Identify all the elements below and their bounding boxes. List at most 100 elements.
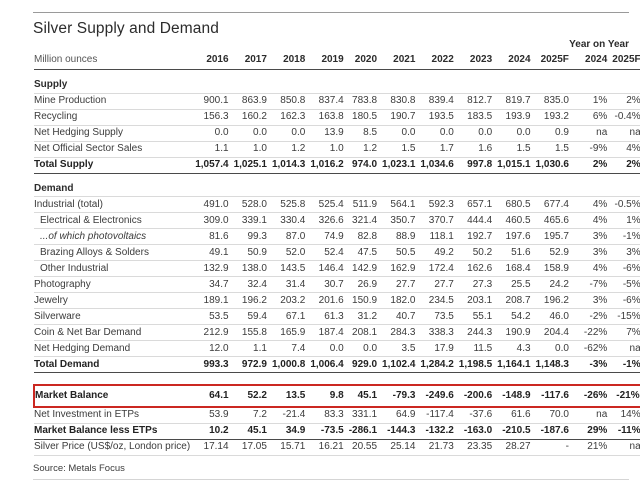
cell-value: 34.7 — [190, 276, 229, 293]
cell-value: 165.9 — [266, 324, 306, 341]
cell-value: 850.8 — [266, 93, 306, 110]
cell-value: 1.1 — [228, 340, 267, 357]
cell-value: -210.5 — [492, 422, 531, 440]
report-page: Silver Supply and Demand Year on Year Mi… — [0, 12, 640, 481]
cell-value: 196.2 — [530, 292, 569, 309]
cell-value: 1.0 — [228, 141, 267, 158]
table-row: Market Balance less ETPs 10.2 45.1 34.9 -73.… — [34, 422, 640, 440]
cell-value: 193.5 — [415, 109, 454, 126]
cell-value: 7.2 — [228, 406, 267, 424]
cell-value: 192.7 — [453, 228, 493, 245]
cell-value: -163.0 — [453, 422, 493, 440]
row-label: Photography — [34, 276, 191, 293]
cell-value: -73.5 — [305, 422, 344, 440]
table-row: Photography 34.7 32.4 31.4 30.7 26.9 27.7 27.7 2… — [34, 276, 640, 293]
cell-value: 203.1 — [453, 292, 493, 309]
cell-value: 32.4 — [228, 276, 267, 293]
cell-value: 0.0 — [305, 340, 344, 357]
cell-value: 156.3 — [190, 109, 229, 126]
cell-value: 50.2 — [453, 244, 493, 261]
cell-value: 197.6 — [492, 228, 531, 245]
cell-value: 163.8 — [305, 109, 344, 126]
column-header: 2019 — [305, 52, 344, 70]
table-row — [34, 373, 640, 386]
cell-value: 1,023.1 — [377, 156, 416, 174]
cell-value: 993.3 — [190, 356, 229, 373]
cell-value: 51.6 — [492, 244, 531, 261]
cell-value: 1,102.4 — [377, 356, 416, 373]
cell-value: 929.0 — [343, 356, 378, 373]
cell-value: 99.3 — [228, 228, 267, 245]
table-row: Net Hedging Demand 12.0 1.1 7.4 0.0 0.0 3.5 17.… — [34, 340, 640, 357]
cell-value: 162.9 — [377, 260, 416, 277]
row-label: Coin & Net Bar Demand — [34, 324, 191, 341]
section-row: Supply — [34, 69, 640, 94]
cell-value: 160.2 — [228, 109, 267, 126]
cell-value: 13.5 — [266, 384, 306, 408]
cell-value: 208.7 — [492, 292, 531, 309]
cell-value: 3.5 — [377, 340, 416, 357]
cell-value: -79.3 — [377, 384, 416, 408]
cell-value: 680.5 — [492, 196, 531, 213]
cell-value: -249.6 — [415, 384, 454, 408]
cell-value: 12.0 — [190, 340, 229, 357]
cell-value: 491.0 — [190, 196, 229, 213]
table-row: Recycling 156.3 160.2 162.3 163.8 180.5 190.7 1… — [34, 109, 640, 126]
cell-value: 1,164.1 — [492, 356, 531, 373]
cell-value: 25.5 — [492, 276, 531, 293]
cell-value: -62% — [568, 340, 608, 357]
cell-value: 511.9 — [343, 196, 378, 213]
cell-value: 1,057.4 — [190, 156, 229, 174]
table-row: Silver Price (US$/oz, London price) 17.14… — [34, 439, 640, 456]
cell-value: 67.1 — [266, 308, 306, 325]
cell-value: 61.3 — [305, 308, 344, 325]
row-label: Other Industrial — [34, 260, 191, 277]
cell-value: -200.6 — [453, 384, 493, 408]
cell-value: 677.4 — [530, 196, 569, 213]
table-row: Mine Production 900.1 863.9 850.8 837.4 783.8… — [34, 93, 640, 110]
cell-value: 1,016.2 — [305, 156, 344, 174]
cell-value: 974.0 — [343, 156, 378, 174]
row-label: Electrical & Electronics — [34, 212, 191, 229]
cell-value: 338.3 — [415, 324, 454, 341]
cell-value: 52.2 — [228, 384, 267, 408]
year-on-year-label: Year on Year — [569, 39, 629, 50]
cell-value: 47.5 — [343, 244, 378, 261]
cell-value: 0.0 — [492, 125, 531, 142]
cell-value: 196.2 — [228, 292, 267, 309]
cell-value: 465.6 — [530, 212, 569, 229]
table-header: Million ounces 2016 2017 2018 2019 2020 2021 20… — [34, 52, 640, 70]
cell-value: 83.3 — [305, 406, 344, 424]
table-row: Total Supply 1,057.4 1,025.1 1,014.3 1,016.2… — [34, 156, 640, 174]
cell-value: 2% — [568, 156, 608, 174]
cell-value: 143.5 — [266, 260, 306, 277]
row-label: Total Demand — [34, 356, 191, 373]
cell-value: 27.3 — [453, 276, 493, 293]
cell-value: 23.35 — [453, 439, 493, 456]
table-row: Total Demand 993.3 972.9 1,000.8 1,006.4 929.… — [34, 356, 640, 373]
cell-value: 21% — [568, 439, 608, 456]
cell-value: 180.5 — [343, 109, 378, 126]
cell-value: -21% — [607, 384, 640, 408]
row-label: Mine Production — [34, 93, 191, 110]
cell-value: 1.1 — [190, 141, 229, 158]
cell-value: 4% — [607, 141, 640, 158]
cell-value: 244.3 — [453, 324, 493, 341]
cell-value: 28.27 — [492, 439, 531, 456]
cell-value: 150.9 — [343, 292, 378, 309]
column-header: 2024 — [568, 52, 608, 70]
column-header: 2020 — [343, 52, 378, 70]
table-row: Brazing Alloys & Solders 49.1 50.9 52.0 52.4… — [34, 244, 640, 261]
cell-value: 87.0 — [266, 228, 306, 245]
cell-value: 1.0 — [305, 141, 344, 158]
cell-value: -1% — [607, 228, 640, 245]
column-header: 2023 — [453, 52, 493, 70]
cell-value: 132.9 — [190, 260, 229, 277]
supply-demand-table: Million ounces 2016 2017 2018 2019 2020 2021 20… — [32, 52, 640, 456]
cell-value: 17.05 — [228, 439, 267, 456]
cell-value: 4% — [568, 260, 608, 277]
cell-value: 20.55 — [343, 439, 378, 456]
cell-value: 835.0 — [530, 93, 569, 110]
cell-value: 972.9 — [228, 356, 267, 373]
cell-value: 17.14 — [190, 439, 229, 456]
